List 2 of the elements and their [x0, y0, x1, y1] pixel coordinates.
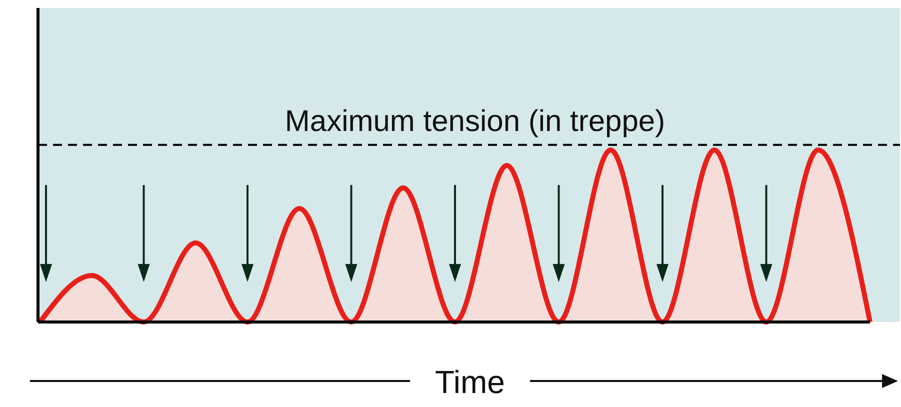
x-axis-title: Time [435, 364, 505, 400]
ref-line-label: Maximum tension (in treppe) [284, 104, 666, 138]
